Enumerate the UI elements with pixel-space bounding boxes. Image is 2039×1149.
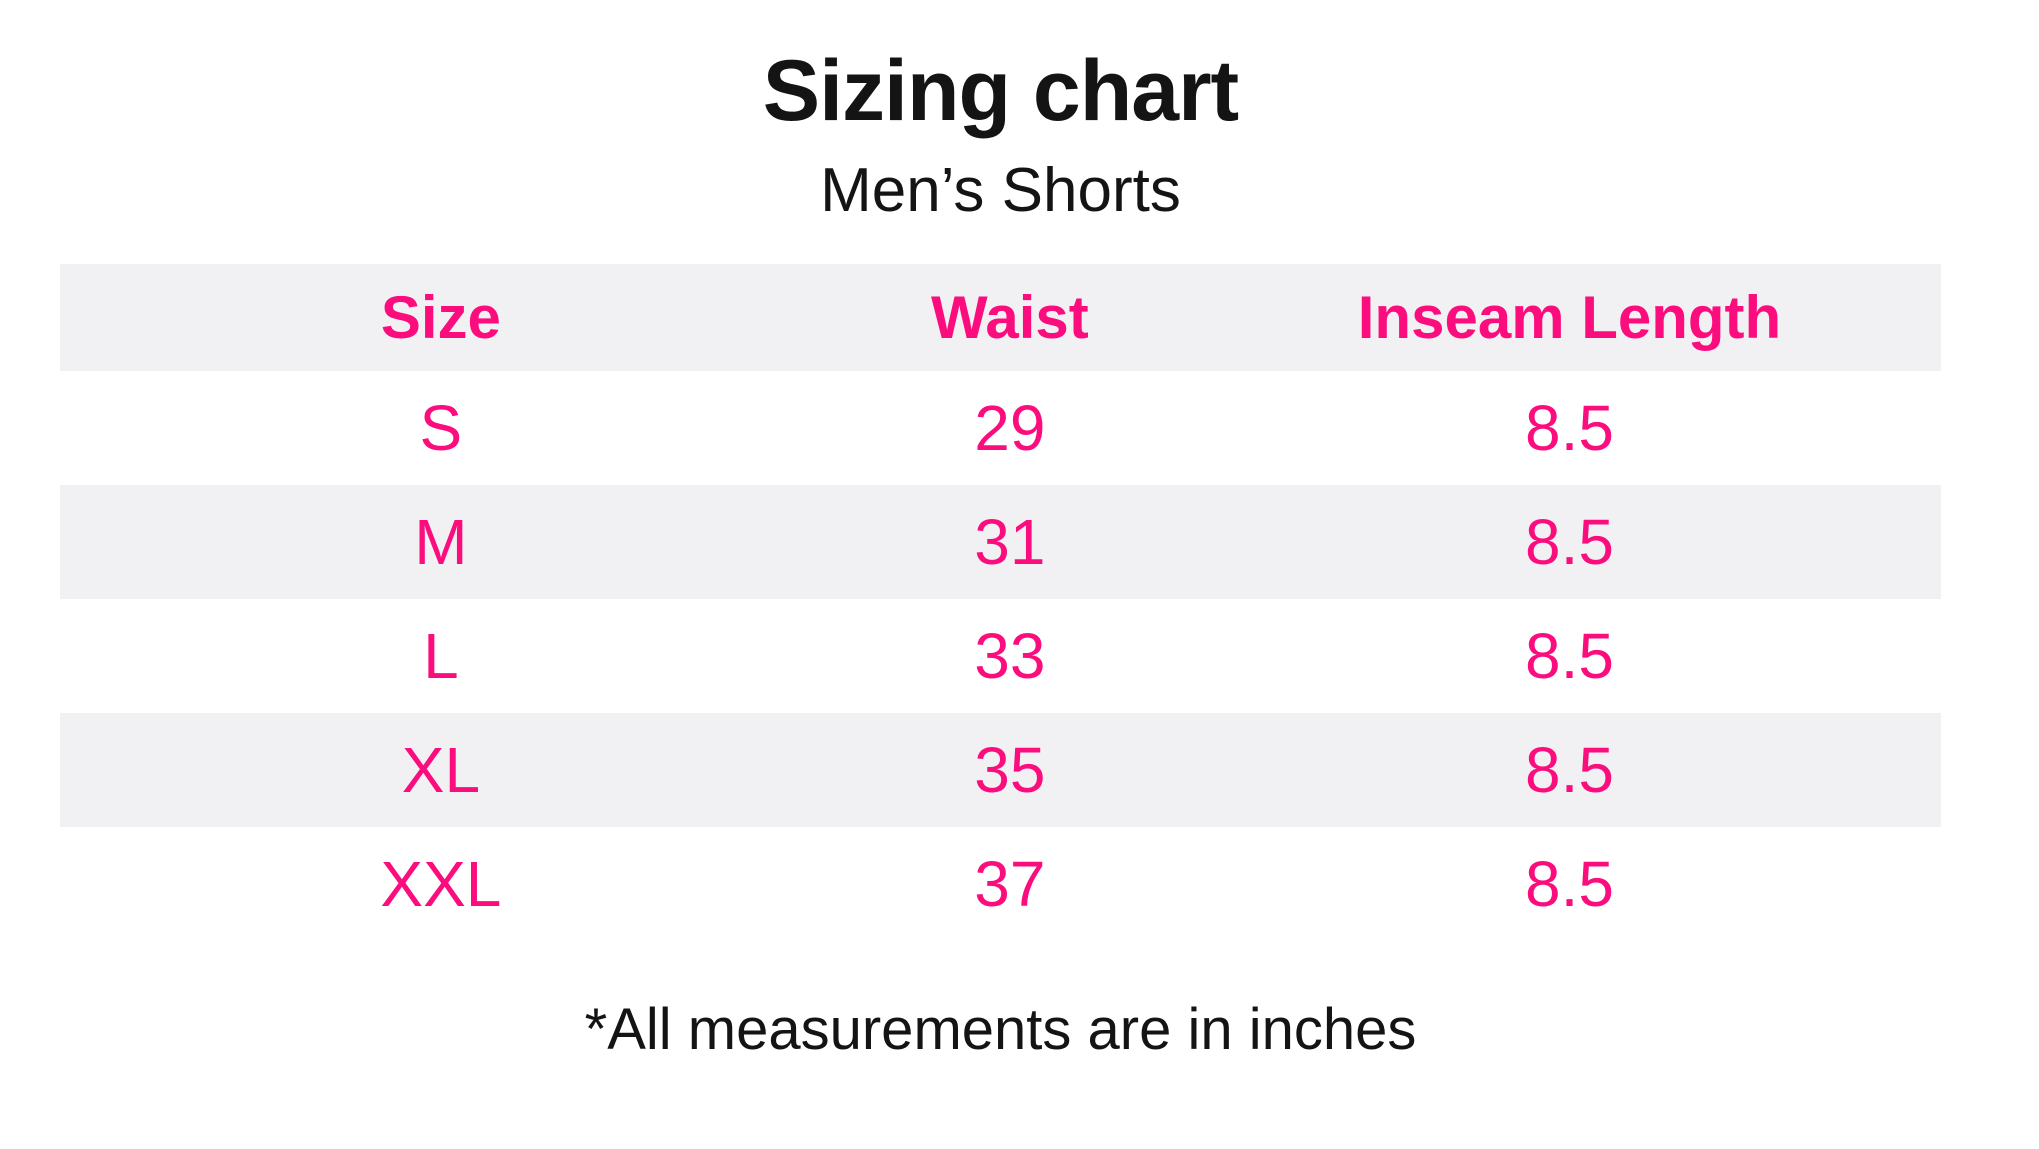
- page-subtitle: Men’s Shorts: [820, 155, 1181, 225]
- table-row-l: L 33 8.5: [60, 599, 1941, 714]
- page-title: Sizing chart: [762, 43, 1239, 139]
- size-cell: L: [423, 620, 459, 693]
- inseam-cell: 8.5: [1524, 848, 1614, 921]
- waist-cell: 33: [974, 620, 1046, 693]
- size-cell: S: [419, 392, 463, 465]
- table-header-row: Size Waist Inseam Length: [60, 264, 1941, 372]
- inseam-cell: 8.5: [1524, 392, 1614, 465]
- size-cell: XL: [401, 734, 481, 807]
- table-row-s: S 29 8.5: [60, 371, 1941, 486]
- table-row-xl: XL 35 8.5: [60, 713, 1941, 828]
- measurements-footnote: *All measurements are in inches: [584, 997, 1417, 1063]
- waist-cell: 31: [974, 506, 1046, 579]
- size-table: Size Waist Inseam Length S 29 8.5 M 31 8…: [60, 264, 1941, 942]
- size-cell: XXL: [380, 848, 502, 921]
- table-row-xxl: XXL 37 8.5: [60, 827, 1941, 942]
- waist-cell: 29: [974, 392, 1046, 465]
- content-block: Sizing chart Men’s Shorts Size Waist Ins…: [60, 0, 1941, 1064]
- column-header-inseam-length: Inseam Length: [1357, 283, 1782, 351]
- waist-cell: 35: [974, 734, 1046, 807]
- column-header-waist: Waist: [930, 283, 1089, 351]
- waist-cell: 37: [974, 848, 1046, 921]
- inseam-cell: 8.5: [1524, 620, 1614, 693]
- table-row-m: M 31 8.5: [60, 485, 1941, 600]
- size-cell: M: [414, 506, 468, 579]
- inseam-cell: 8.5: [1524, 734, 1614, 807]
- inseam-cell: 8.5: [1524, 506, 1614, 579]
- column-header-size: Size: [380, 283, 501, 351]
